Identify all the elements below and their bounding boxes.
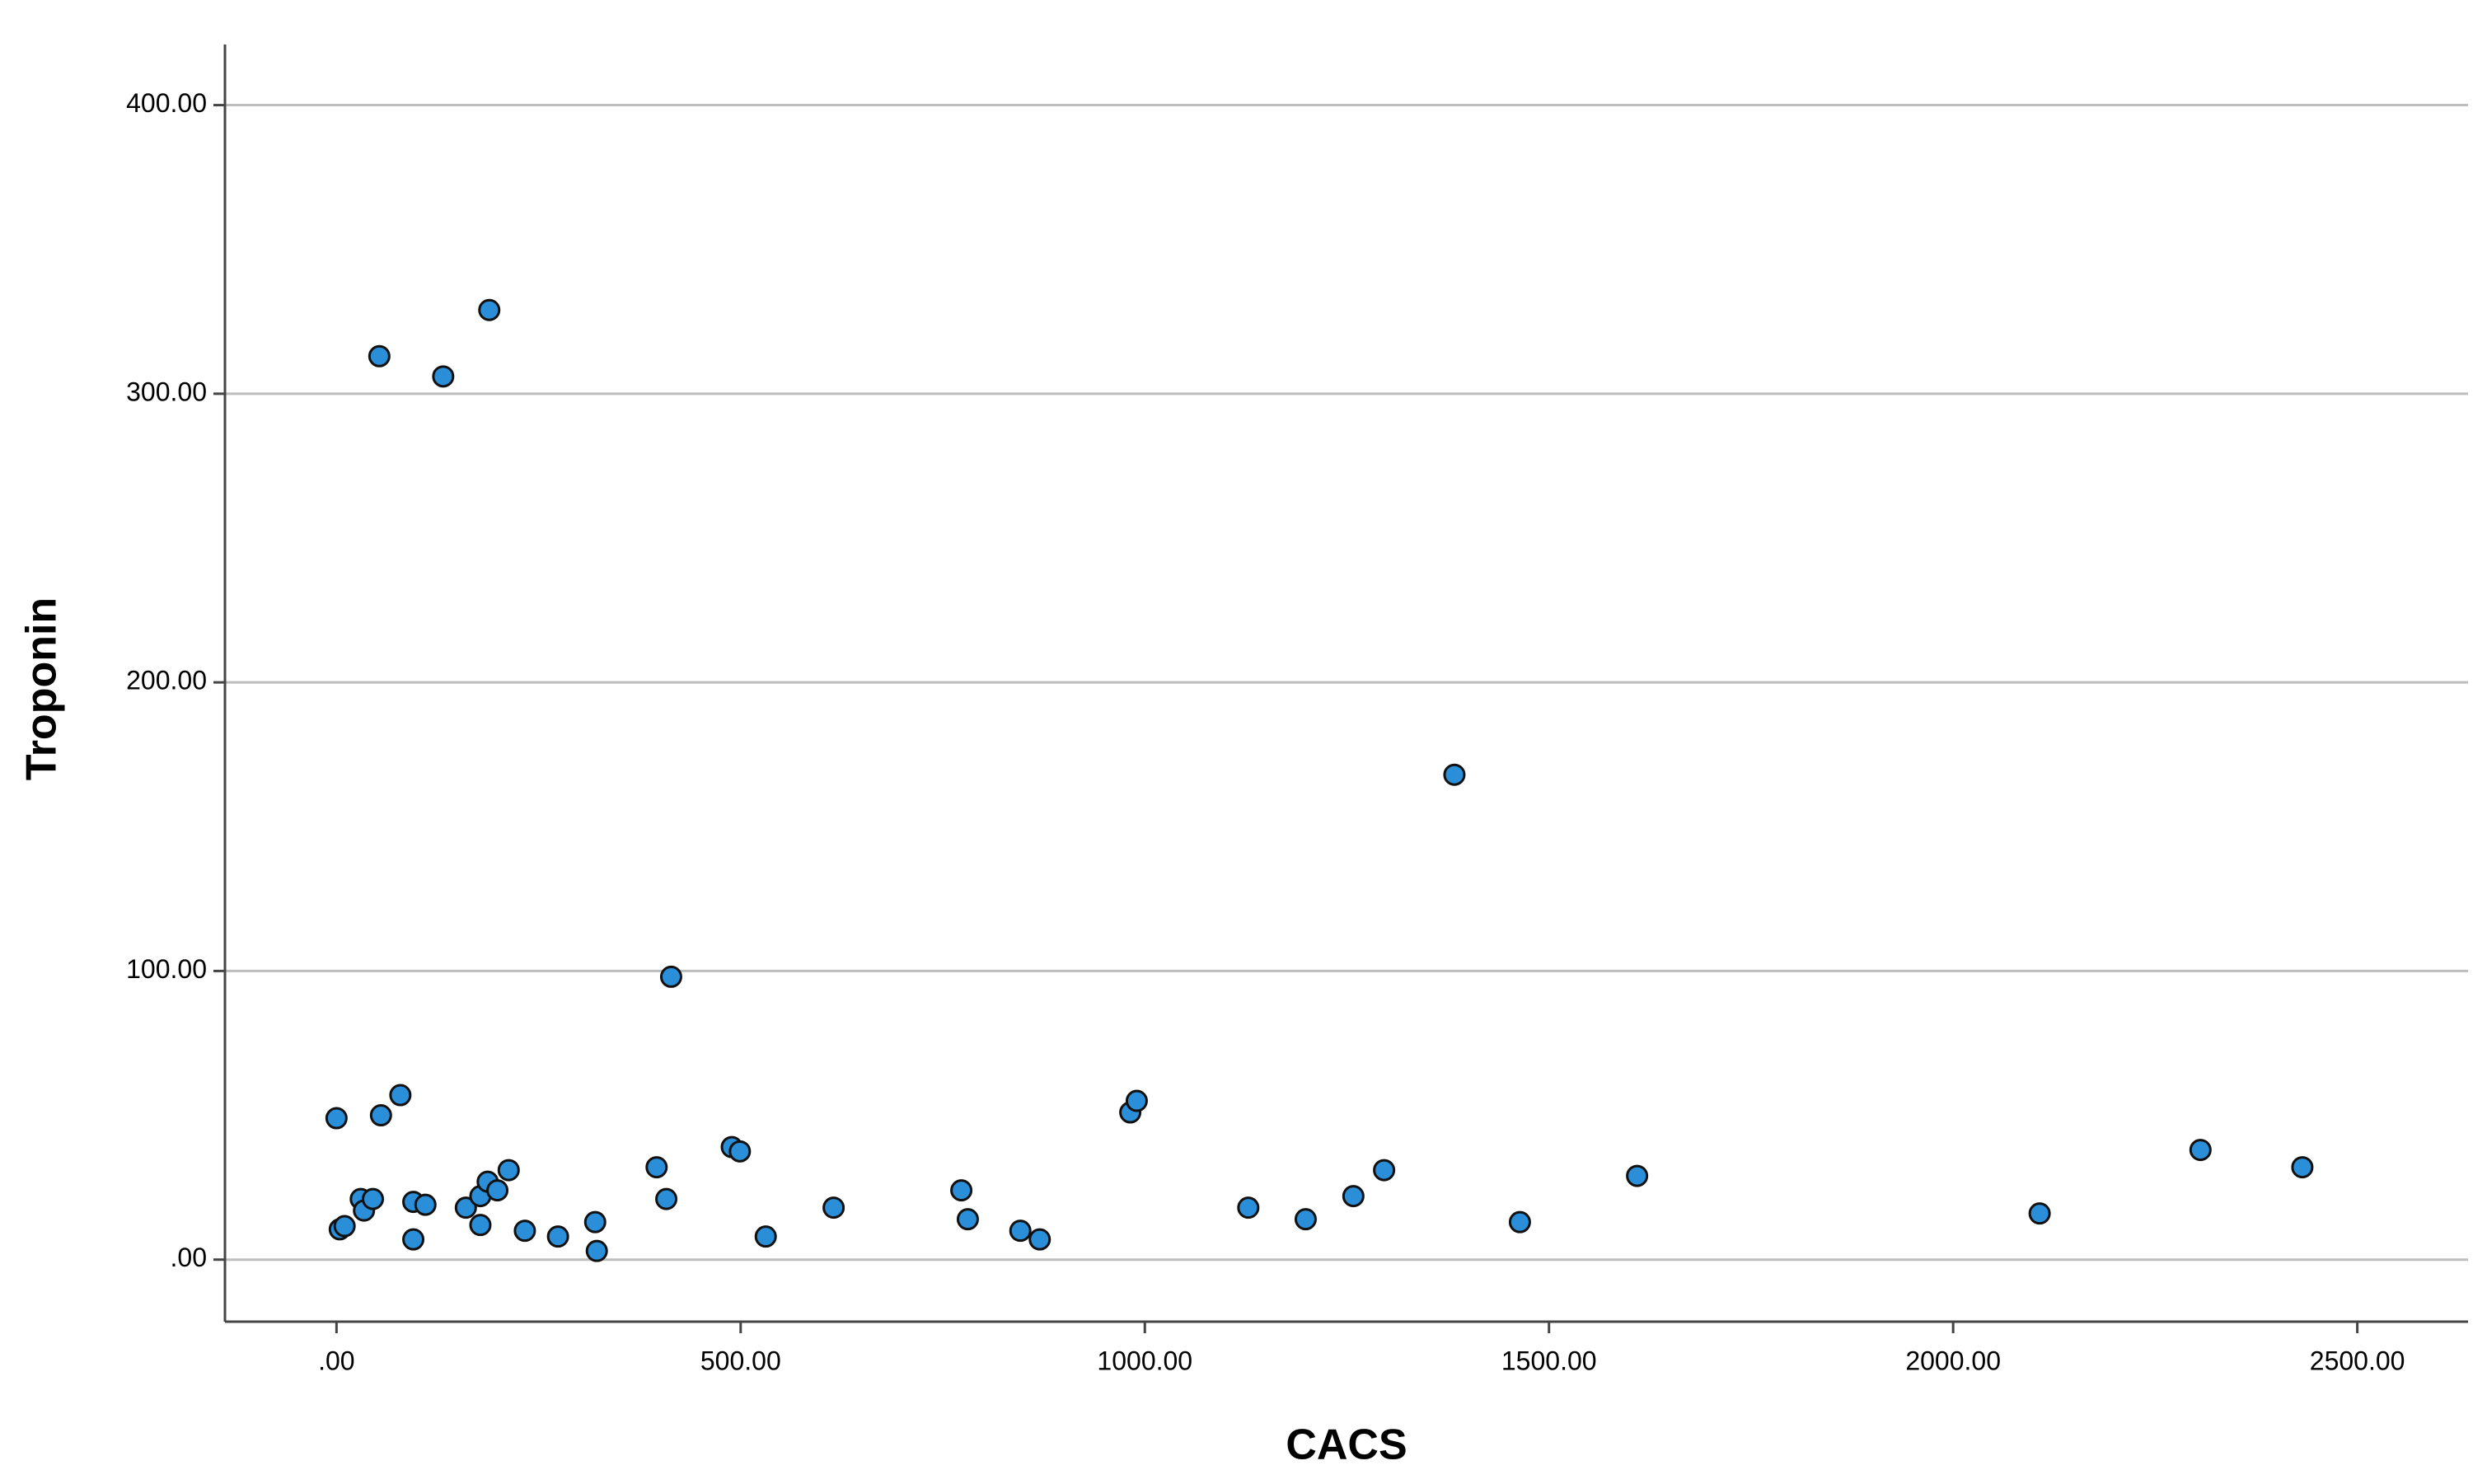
point <box>469 1214 492 1237</box>
x-tick-label: 1500.00 <box>1501 1346 1597 1375</box>
point <box>754 1225 777 1248</box>
y-tick-label: 100.00 <box>126 954 207 984</box>
point <box>497 1159 520 1182</box>
point <box>368 344 391 367</box>
point <box>1009 1220 1032 1243</box>
point <box>402 1228 425 1251</box>
y-tick-label: .00 <box>171 1243 207 1272</box>
y-axis-title: Troponin <box>18 597 66 780</box>
point <box>2189 1139 2212 1162</box>
point <box>585 1239 608 1262</box>
point <box>513 1220 536 1243</box>
point <box>414 1193 437 1216</box>
point <box>1125 1089 1148 1112</box>
point <box>1342 1185 1365 1208</box>
point <box>822 1196 845 1220</box>
point <box>478 298 501 321</box>
point <box>1508 1210 1531 1234</box>
point <box>1443 763 1466 786</box>
point <box>325 1107 348 1130</box>
x-tick-label: 2000.00 <box>1905 1346 2001 1375</box>
point <box>432 365 455 388</box>
point <box>645 1156 668 1179</box>
point <box>1028 1228 1051 1251</box>
y-tick-label: 200.00 <box>126 666 207 695</box>
point <box>389 1084 412 1107</box>
point <box>1237 1196 1260 1220</box>
point <box>728 1140 752 1163</box>
x-tick-label: .00 <box>318 1346 354 1375</box>
point <box>659 965 682 988</box>
point <box>454 1196 477 1220</box>
point <box>369 1104 392 1127</box>
point <box>362 1187 385 1210</box>
point <box>655 1187 678 1210</box>
point <box>486 1179 509 1202</box>
y-tick-label: 300.00 <box>126 377 207 406</box>
point <box>1294 1208 1317 1231</box>
point <box>2028 1202 2051 1225</box>
y-tick-label: 400.00 <box>126 88 207 118</box>
point <box>546 1225 569 1248</box>
point <box>333 1215 356 1238</box>
point <box>956 1208 979 1231</box>
point <box>950 1179 973 1202</box>
point <box>1626 1164 1649 1187</box>
x-tick-label: 1000.00 <box>1097 1346 1192 1375</box>
point <box>2291 1156 2314 1179</box>
x-tick-label: 500.00 <box>700 1346 781 1375</box>
x-axis-title: CACS <box>1286 1421 1407 1469</box>
point <box>583 1210 607 1234</box>
x-tick-label: 2500.00 <box>2310 1346 2405 1375</box>
point <box>1373 1159 1396 1182</box>
